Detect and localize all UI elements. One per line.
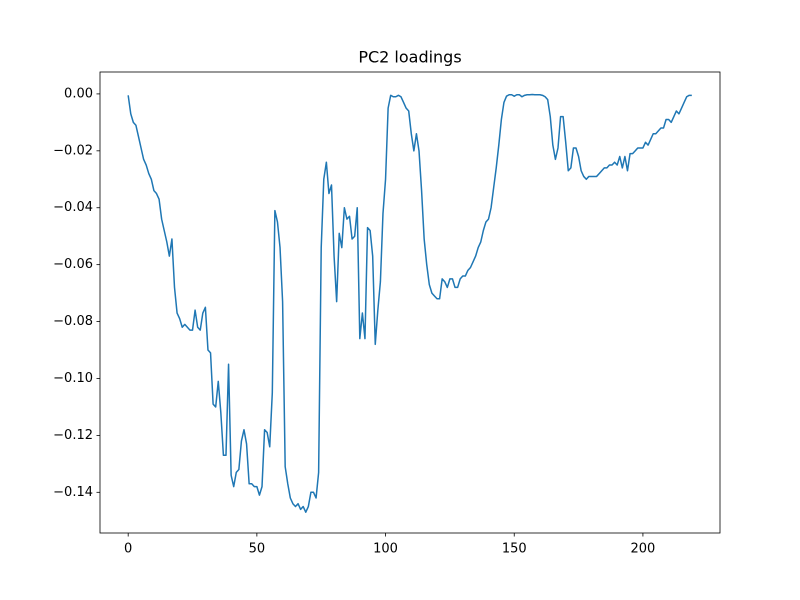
x-tick-label: 100 <box>373 542 398 557</box>
y-tick-label: −0.14 <box>53 485 93 500</box>
plot-frame <box>99 71 721 534</box>
x-tick-label: 150 <box>502 542 527 557</box>
x-tick-label: 200 <box>631 542 656 557</box>
y-tick-label: 0.00 <box>64 86 93 101</box>
data-line <box>127 93 692 513</box>
y-tick-label: −0.04 <box>53 200 93 215</box>
x-tick-label: 50 <box>249 542 266 557</box>
x-tick-label: 0 <box>124 542 132 557</box>
y-tick-label: −0.06 <box>53 257 93 272</box>
y-tick-label: −0.10 <box>53 371 93 386</box>
chart-title: PC2 loadings <box>358 48 461 67</box>
y-tick-label: −0.02 <box>53 143 93 158</box>
y-tick-label: −0.08 <box>53 314 93 329</box>
y-tick-label: −0.12 <box>53 428 93 443</box>
